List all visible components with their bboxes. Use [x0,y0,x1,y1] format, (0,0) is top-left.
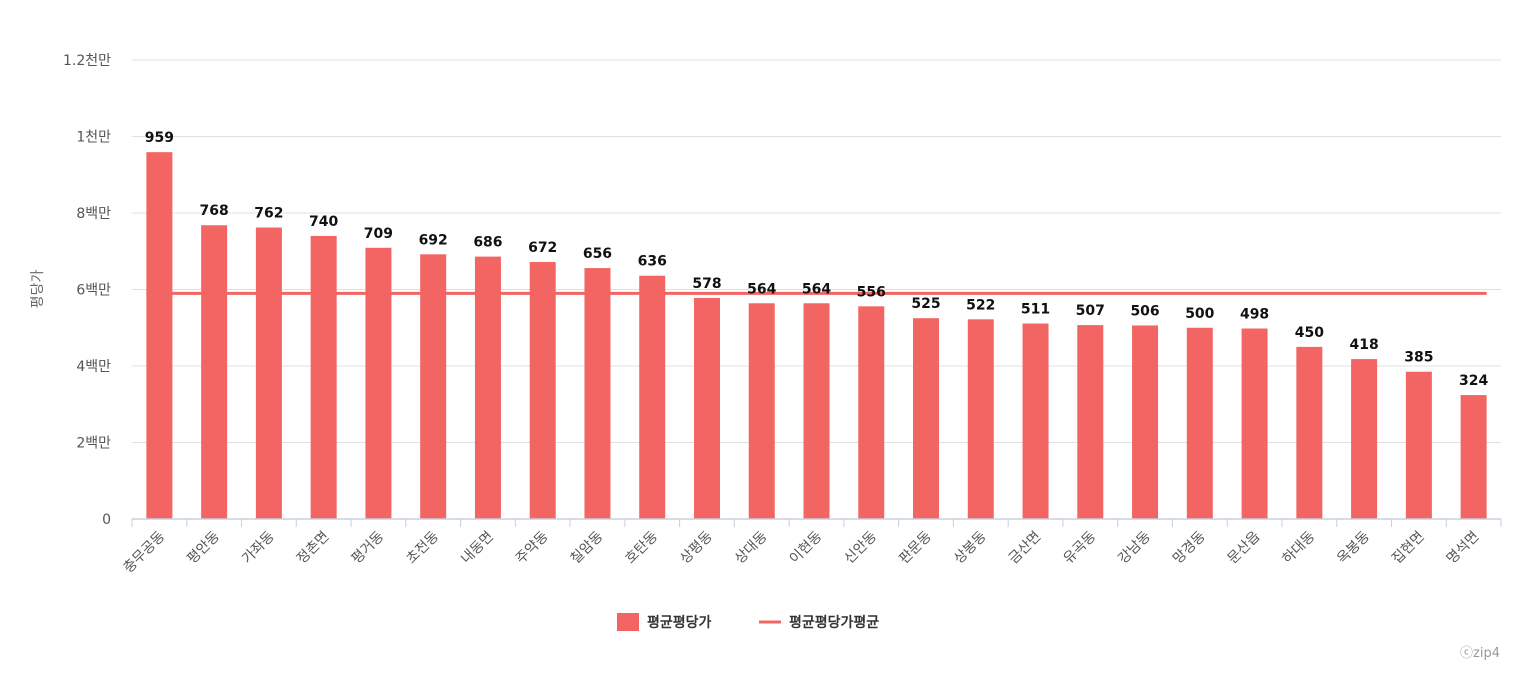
y-tick-label: 1천만 [76,130,111,146]
y-tick-label: 8백만 [76,206,111,222]
bar[interactable] [1296,346,1323,519]
bar[interactable] [529,261,556,519]
bar[interactable] [1241,328,1268,519]
x-tick-label: 초전동 [403,528,442,567]
bar[interactable] [693,297,720,519]
data-label: 672 [528,240,557,256]
x-tick-label: 금산면 [1006,529,1045,568]
y-tick-label: 2백만 [76,436,111,452]
data-label: 564 [747,281,776,297]
bar[interactable] [913,318,940,519]
grid-lines [132,59,1501,443]
x-tick-label: 호탄동 [622,528,661,567]
x-axis-ticks: 충무공동 평안동 가좌동 정촌면 평거동 초전동 내동면 주약동 칠암동 호탄동 상평동 상대동 이현동… [120,519,1502,576]
x-tick-label: 칠암동 [568,528,607,567]
data-label: 768 [200,203,229,219]
data-label: 740 [309,214,338,230]
data-label: 385 [1404,350,1433,366]
data-label: 578 [692,276,721,292]
bar[interactable] [420,254,447,519]
bar[interactable] [1022,323,1049,519]
data-labels: 959 768 762 740 709 692 686 672 656 636 578 564 564 5… [145,130,1489,389]
credit-text: ⓒzip4 [1460,646,1500,661]
bar[interactable] [1405,371,1432,519]
legend-bar-swatch[interactable] [617,613,639,631]
data-label: 959 [145,130,174,146]
bar[interactable] [803,303,830,519]
x-tick-label: 집현면 [1389,529,1428,568]
bar[interactable] [1186,327,1213,519]
legend-line-label[interactable]: 평균평당가평균 [789,614,879,631]
bar[interactable] [1460,395,1487,519]
data-label: 507 [1076,303,1105,319]
bar[interactable] [639,275,666,519]
data-label: 656 [583,246,612,262]
bar[interactable] [584,268,611,519]
bar[interactable] [1132,325,1159,519]
y-axis-label: 평당가 [30,270,46,309]
x-tick-label: 내동면 [458,529,497,568]
x-tick-label: 문산읍 [1225,528,1264,567]
x-tick-label: 이현동 [787,528,826,567]
y-tick-label: 6백만 [76,283,111,299]
data-label: 556 [857,284,886,300]
legend-bar-label[interactable]: 평균평당가 [647,614,712,631]
x-tick-label: 명석면 [1444,529,1483,568]
bar[interactable] [1077,325,1104,519]
data-label: 498 [1240,307,1269,323]
data-label: 450 [1295,325,1324,341]
bar[interactable] [310,235,337,519]
x-tick-label: 주약동 [513,528,552,567]
data-label: 762 [254,206,283,222]
bar[interactable] [858,306,885,519]
x-tick-label: 평안동 [184,528,223,567]
data-label: 500 [1185,306,1214,322]
bar[interactable] [967,319,994,519]
bar[interactable] [748,303,775,519]
bar[interactable] [201,225,228,520]
x-tick-label: 상대동 [732,528,771,567]
data-label: 525 [911,296,940,312]
x-tick-label: 옥봉동 [1334,528,1373,567]
x-tick-label: 신안동 [841,528,880,567]
bar[interactable] [365,247,392,519]
data-label: 324 [1459,373,1488,389]
legend[interactable]: 평균평당가 평균평당가평균 [617,613,879,631]
data-label: 522 [966,297,995,313]
data-label: 418 [1349,337,1378,353]
x-tick-label: 상평동 [677,528,716,567]
x-tick-label: 평거동 [349,528,388,567]
bars [146,152,1487,520]
x-tick-label: 망경동 [1170,528,1209,567]
data-label: 511 [1021,302,1050,318]
data-label: 709 [364,226,393,242]
x-tick-label: 충무공동 [120,528,168,576]
x-tick-label: 유곡동 [1060,528,1099,567]
data-label: 692 [419,232,448,248]
x-tick-label: 상봉동 [951,528,990,567]
y-axis-ticks: 0 2백만 4백만 6백만 8백만 1천만 1.2천만 [63,53,111,528]
x-tick-label: 판문동 [896,528,935,567]
data-label: 506 [1130,303,1159,319]
y-tick-label: 0 [102,512,111,528]
y-tick-label: 4백만 [76,359,111,375]
y-tick-label: 1.2천만 [63,53,111,69]
bar[interactable] [1351,359,1378,519]
data-label: 686 [473,235,502,251]
data-label: 636 [638,254,667,270]
x-tick-label: 가좌동 [239,528,278,567]
bar[interactable] [255,227,282,519]
x-tick-label: 강남동 [1115,528,1154,567]
data-label: 564 [802,281,831,297]
x-tick-label: 하대동 [1280,528,1319,567]
bar[interactable] [474,256,501,519]
bar[interactable] [146,152,173,519]
x-tick-label: 정촌면 [294,529,333,568]
